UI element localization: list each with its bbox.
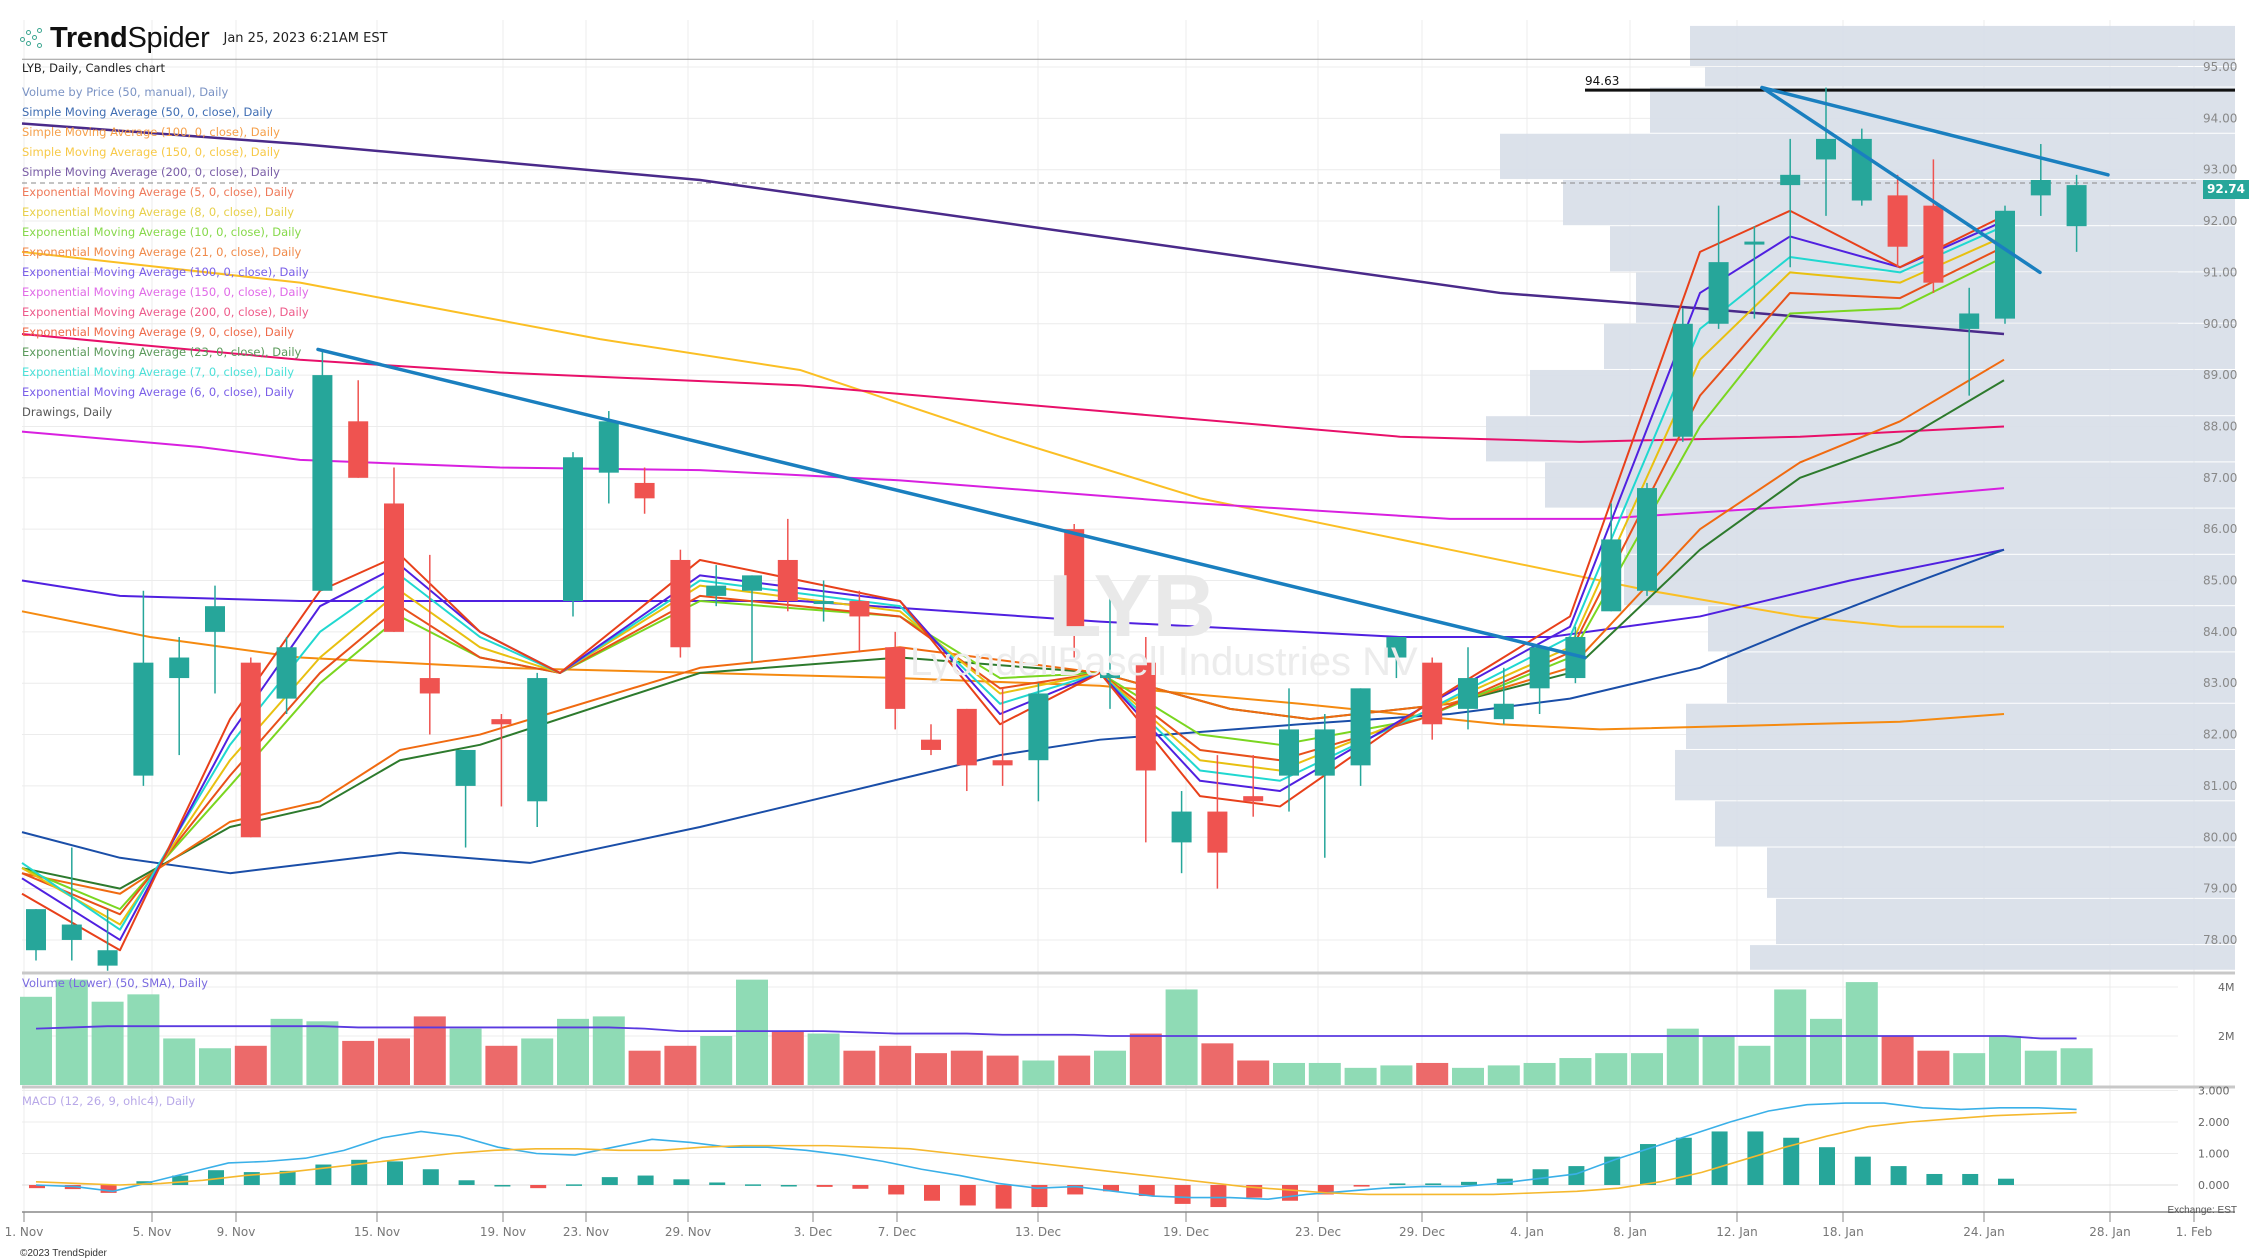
svg-text:23. Dec: 23. Dec <box>1295 1225 1341 1239</box>
time-axis[interactable]: 1. Nov 5. Nov 9. Nov 15. Nov 19. Nov 23. Nov 2… <box>5 1211 2235 1239</box>
copyright: ©2023 TrendSpider <box>20 1248 107 1259</box>
svg-text:1. Feb: 1. Feb <box>2176 1225 2213 1239</box>
svg-text:78.00: 78.00 <box>2203 933 2237 947</box>
svg-text:24. Jan: 24. Jan <box>1963 1225 2004 1239</box>
svg-text:15. Nov: 15. Nov <box>354 1225 400 1239</box>
svg-text:2M: 2M <box>2218 1030 2235 1043</box>
svg-text:19. Dec: 19. Dec <box>1163 1225 1209 1239</box>
svg-text:2.000: 2.000 <box>2198 1116 2230 1129</box>
last-price-badge: 92.74 <box>2203 180 2249 199</box>
svg-text:84.00: 84.00 <box>2203 625 2237 639</box>
price-axis[interactable]: 95.00 94.00 93.00 92.00 91.00 90.00 89.00 88.00… <box>22 20 2237 975</box>
legend-item[interactable]: Exponential Moving Average (9, 0, close)… <box>22 325 295 339</box>
chart-title: LYB, Daily, Candles chart <box>22 61 165 75</box>
legend-item[interactable]: Simple Moving Average (50, 0, close), Da… <box>22 105 273 119</box>
high-line-label: 94.63 <box>1585 74 1620 88</box>
svg-text:86.00: 86.00 <box>2203 522 2237 536</box>
legend-item[interactable]: Exponential Moving Average (8, 0, close)… <box>22 205 295 219</box>
svg-text:29. Dec: 29. Dec <box>1399 1225 1445 1239</box>
svg-text:1.000: 1.000 <box>2198 1148 2230 1161</box>
svg-text:85.00: 85.00 <box>2203 574 2237 588</box>
legend-item[interactable]: Exponential Moving Average (100, 0, clos… <box>22 265 309 279</box>
svg-text:18. Jan: 18. Jan <box>1822 1225 1863 1239</box>
legend-item[interactable]: Drawings, Daily <box>22 405 113 419</box>
svg-text:5. Nov: 5. Nov <box>133 1225 172 1239</box>
svg-text:13. Dec: 13. Dec <box>1015 1225 1061 1239</box>
legend-item[interactable]: Exponential Moving Average (6, 0, close)… <box>22 385 295 399</box>
svg-text:4M: 4M <box>2218 981 2235 994</box>
svg-text:3. Dec: 3. Dec <box>794 1225 832 1239</box>
svg-text:91.00: 91.00 <box>2203 265 2237 279</box>
svg-text:83.00: 83.00 <box>2203 676 2237 690</box>
indicator-legend: LYB, Daily, Candles chart Volume by Pric… <box>22 58 309 422</box>
svg-text:94.00: 94.00 <box>2203 111 2237 125</box>
macd-pane: 3.000 2.000 1.000 0.000 <box>22 1085 2230 1209</box>
trendline-drawings[interactable] <box>316 85 2110 660</box>
svg-text:0.000: 0.000 <box>2198 1179 2230 1192</box>
svg-text:81.00: 81.00 <box>2203 779 2237 793</box>
svg-text:29. Nov: 29. Nov <box>665 1225 711 1239</box>
watermark-symbol: LYB <box>1048 556 1216 655</box>
svg-text:87.00: 87.00 <box>2203 471 2237 485</box>
legend-item[interactable]: Simple Moving Average (150, 0, close), D… <box>22 145 280 159</box>
svg-text:1. Nov: 1. Nov <box>5 1225 44 1239</box>
svg-text:7. Dec: 7. Dec <box>878 1225 916 1239</box>
macd-pane-label[interactable]: MACD (12, 26, 9, ohlc4), Daily <box>22 1094 196 1108</box>
svg-text:8. Jan: 8. Jan <box>1613 1225 1647 1239</box>
spider-logo-icon <box>20 27 44 51</box>
legend-item[interactable]: Exponential Moving Average (5, 0, close)… <box>22 185 295 199</box>
legend-item[interactable]: Exponential Moving Average (10, 0, close… <box>22 225 302 239</box>
header: TrendSpider Jan 25, 2023 6:21AM EST <box>20 22 388 55</box>
svg-text:93.00: 93.00 <box>2203 163 2237 177</box>
volume-pane: 4M 2M <box>20 979 2235 1089</box>
svg-text:28. Jan: 28. Jan <box>2089 1225 2130 1239</box>
trendspider-logo[interactable]: TrendSpider <box>20 22 210 55</box>
volume-pane-label[interactable]: Volume (Lower) (50, SMA), Daily <box>22 976 208 990</box>
legend-item[interactable]: Simple Moving Average (100, 0, close), D… <box>22 125 280 139</box>
svg-text:92.00: 92.00 <box>2203 214 2237 228</box>
svg-text:95.00: 95.00 <box>2203 60 2237 74</box>
legend-item[interactable]: Exponential Moving Average (200, 0, clos… <box>22 305 309 319</box>
horizontal-lines <box>22 58 2235 184</box>
watermark-company-name: LyondellBasell Industries NV <box>910 640 1418 684</box>
svg-text:80.00: 80.00 <box>2203 830 2237 844</box>
timestamp: Jan 25, 2023 6:21AM EST <box>223 31 388 46</box>
svg-text:90.00: 90.00 <box>2203 317 2237 331</box>
svg-text:23. Nov: 23. Nov <box>563 1225 609 1239</box>
legend-item[interactable]: Exponential Moving Average (150, 0, clos… <box>22 285 309 299</box>
svg-text:19. Nov: 19. Nov <box>480 1225 526 1239</box>
candlesticks[interactable] <box>26 87 2087 971</box>
legend-item[interactable]: Exponential Moving Average (23, 0, close… <box>22 345 302 359</box>
exchange-label: Exchange: EST <box>2167 1205 2237 1216</box>
svg-text:4. Jan: 4. Jan <box>1510 1225 1544 1239</box>
svg-text:12. Jan: 12. Jan <box>1716 1225 1757 1239</box>
legend-item[interactable]: Simple Moving Average (200, 0, close), D… <box>22 165 280 179</box>
svg-text:79.00: 79.00 <box>2203 882 2237 896</box>
svg-text:89.00: 89.00 <box>2203 368 2237 382</box>
legend-item[interactable]: Volume by Price (50, manual), Daily <box>22 85 229 99</box>
svg-text:88.00: 88.00 <box>2203 419 2237 433</box>
svg-text:3.000: 3.000 <box>2198 1085 2230 1098</box>
legend-item[interactable]: Exponential Moving Average (7, 0, close)… <box>22 365 295 379</box>
svg-text:82.00: 82.00 <box>2203 728 2237 742</box>
brand-name: TrendSpider <box>50 22 210 54</box>
svg-text:9. Nov: 9. Nov <box>217 1225 256 1239</box>
legend-item[interactable]: Exponential Moving Average (21, 0, close… <box>22 245 302 259</box>
